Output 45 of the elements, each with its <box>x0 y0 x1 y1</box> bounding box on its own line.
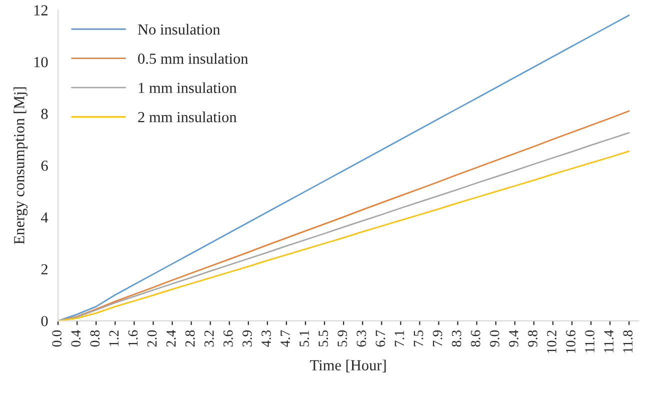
x-tick-label: 9.8 <box>528 330 538 347</box>
legend-label: 0.5 mm insulation <box>138 53 248 64</box>
x-tick-label: 7.5 <box>414 330 424 346</box>
x-tick-label: 3.9 <box>242 330 252 347</box>
legend-label: 1 mm insulation <box>138 82 237 94</box>
x-tick-label: 11.8 <box>623 330 633 352</box>
y-tick-label: 10 <box>34 56 48 68</box>
x-tick-label: 4.7 <box>280 330 290 347</box>
x-tick-label: 3.2 <box>204 330 214 347</box>
x-tick-label: 6.7 <box>376 330 386 347</box>
x-tick-label: 5.1 <box>300 330 310 346</box>
y-tick-label: 8 <box>41 108 48 120</box>
x-tick-label: 0.8 <box>90 330 100 347</box>
x-tick-label: 7.9 <box>432 330 442 346</box>
y-tick-label: 12 <box>34 5 48 16</box>
line-series <box>58 14 630 321</box>
x-tick-label: 2.8 <box>185 330 195 347</box>
x-tick-label: 8.6 <box>470 330 480 347</box>
x-tick-label: 6.3 <box>356 330 366 347</box>
x-tick-label: 5.9 <box>338 330 348 346</box>
x-tick-label: 2.4 <box>166 330 176 347</box>
x-tick-label: 1.2 <box>109 330 119 346</box>
x-tick-label: 11.4 <box>604 330 614 352</box>
x-tick-label: 4.3 <box>262 330 271 347</box>
x-tick-label: 9.0 <box>490 330 500 347</box>
x-tick-label: 11.0 <box>585 330 595 352</box>
x-tick-label: 0.0 <box>52 330 62 347</box>
x-tick-label: 10.2 <box>547 330 556 353</box>
legend-label: 2 mm insulation <box>138 112 237 122</box>
x-tick-label: 3.6 <box>223 330 233 347</box>
x-tick-label: 10.6 <box>566 330 576 353</box>
x-tick-label: 2.0 <box>147 330 157 347</box>
y-tick-label: 0 <box>41 316 48 326</box>
x-tick-label: 5.5 <box>318 330 328 346</box>
y-tick-label: 4 <box>40 212 48 223</box>
x-axis-title: Time [Hour] <box>310 360 386 372</box>
x-tick-label: 8.3 <box>452 330 462 347</box>
y-tick-label: 2 <box>41 264 48 274</box>
x-tick-label: 0.4 <box>71 330 81 347</box>
y-tick-label: 6 <box>41 160 48 171</box>
x-tick-label: 1.6 <box>128 330 138 346</box>
legend-label: No insulation <box>138 24 220 35</box>
y-axis-title: Energy consumption [Mj] <box>14 87 28 244</box>
x-tick-label: 7.1 <box>394 330 404 346</box>
x-tick-label: 9.4 <box>508 330 518 347</box>
